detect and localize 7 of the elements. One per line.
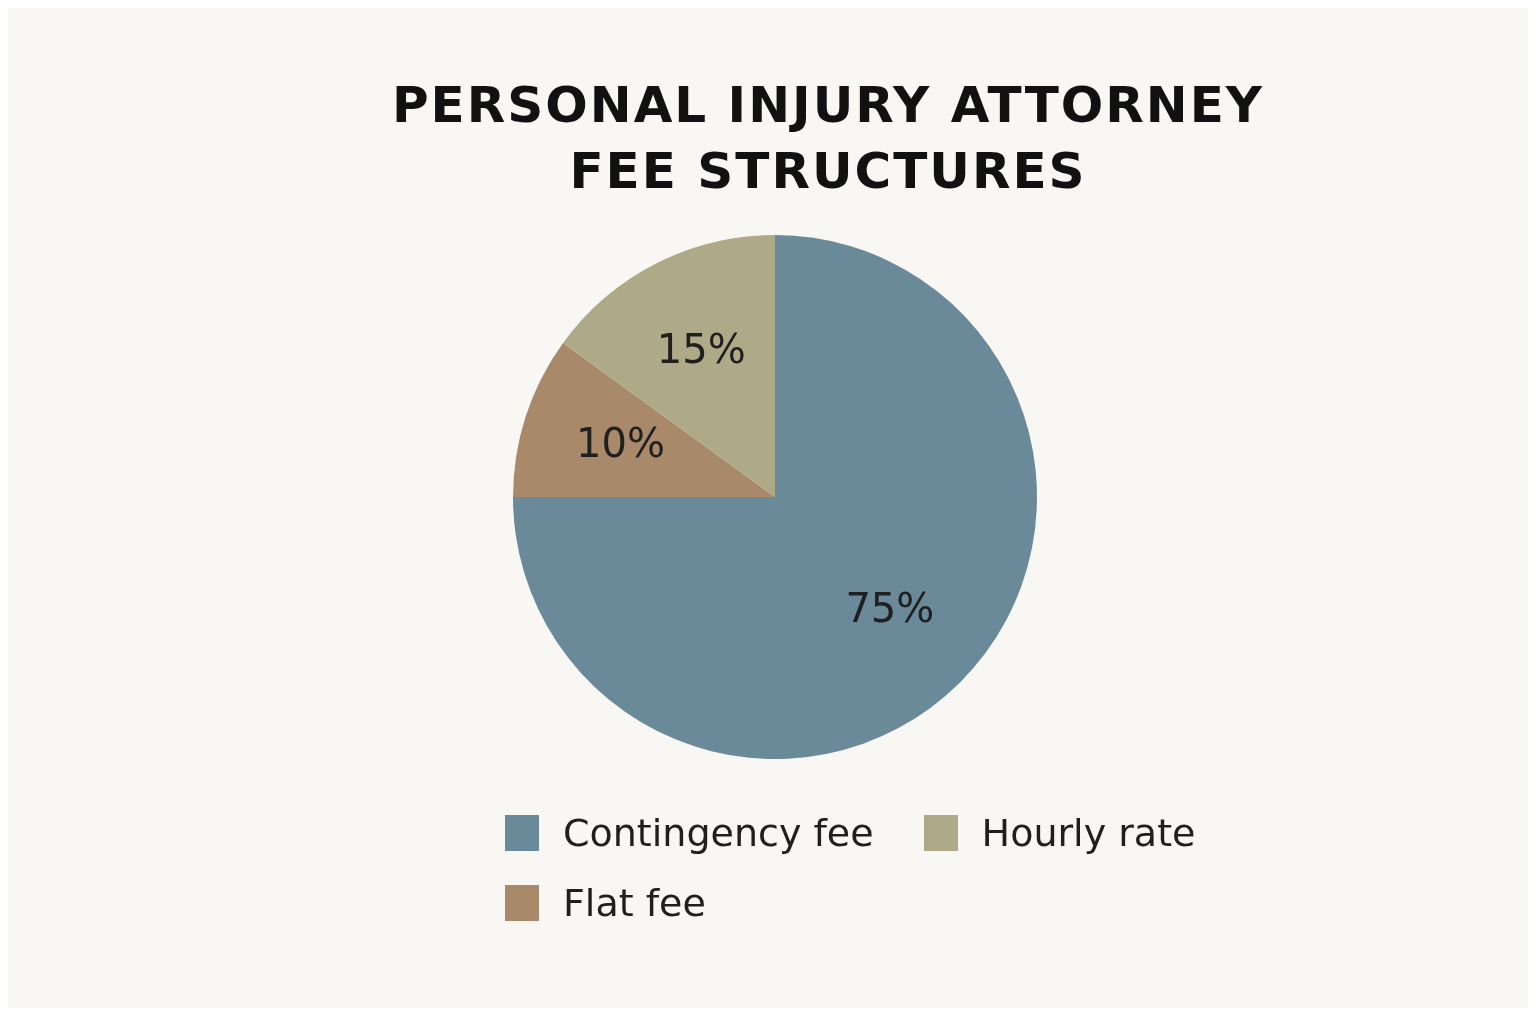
data-label: 10% [576, 420, 665, 467]
data-label: 75% [845, 585, 935, 632]
legend-label: Hourly rate [981, 811, 1196, 855]
legend-label: Flat fee [563, 881, 706, 925]
chart-title: PERSONAL INJURY ATTORNEY FEE STRUCTURES [390, 75, 1266, 202]
legend-label: Contingency fee [563, 811, 874, 855]
data-label: 15% [656, 325, 746, 372]
